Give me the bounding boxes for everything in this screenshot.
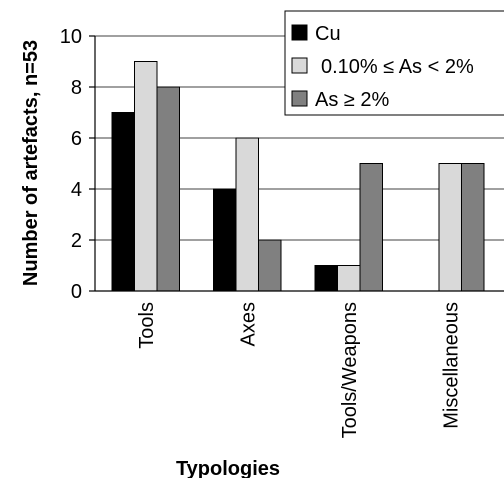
y-tick-label: 10 — [60, 26, 82, 48]
bar — [314, 265, 338, 292]
bar — [258, 239, 282, 292]
legend-swatch — [291, 24, 308, 41]
bar — [438, 163, 462, 292]
y-tick-label: 8 — [71, 77, 82, 99]
x-tick-label: Miscellaneous — [440, 302, 462, 429]
y-tick-label: 4 — [71, 179, 82, 201]
bar — [134, 61, 158, 292]
legend-label: Cu — [315, 23, 341, 45]
bar — [337, 265, 361, 292]
y-tick-label: 0 — [71, 281, 82, 303]
legend: Cu 0.10% ≤ As < 2% As ≥ 2% — [284, 10, 504, 116]
x-tick-labels: Tools Axes Tools/Weapons Miscellaneous — [136, 302, 463, 438]
x-tick-label: Tools/Weapons — [339, 302, 361, 438]
axes — [94, 36, 504, 292]
legend-box — [284, 10, 504, 116]
y-tick-label: 2 — [71, 230, 82, 252]
x-axis-title: Typologies — [176, 458, 280, 478]
bar — [156, 86, 180, 292]
y-axis-title: Number of artefacts, n=53 — [20, 40, 42, 286]
y-tick-labels: 0 2 4 6 8 10 — [60, 26, 95, 303]
legend-label: As ≥ 2% — [315, 89, 390, 111]
legend-label: 0.10% ≤ As < 2% — [321, 56, 474, 78]
y-tick-label: 6 — [71, 128, 82, 150]
legend-swatch — [291, 57, 308, 74]
x-tick-label: Axes — [237, 302, 259, 346]
bar — [359, 163, 383, 292]
bar — [213, 188, 237, 292]
bar — [461, 163, 485, 292]
bar — [111, 112, 135, 292]
bar — [235, 137, 259, 292]
legend-swatch — [291, 90, 308, 107]
x-tick-label: Tools — [136, 302, 158, 349]
